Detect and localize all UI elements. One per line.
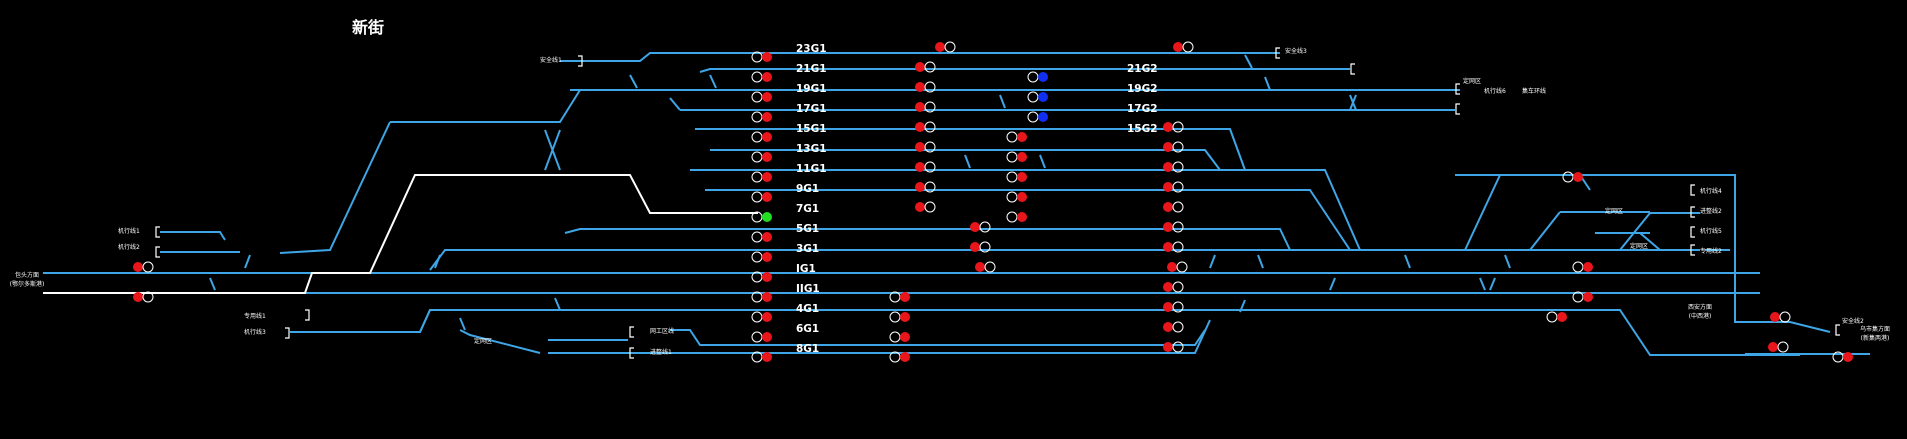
label-diaochexian6: 机行线6 [1484, 88, 1506, 95]
track-13G1[interactable] [710, 149, 1221, 171]
track-label-iig1[interactable]: IIG1 [796, 283, 820, 295]
track-label-13g1[interactable]: 13G1 [796, 143, 827, 155]
label-wuhai-sub: (新集两港) [1860, 335, 1890, 342]
track-label-3g1[interactable]: 3G1 [796, 243, 820, 255]
right-branch-5[interactable] [1529, 211, 1561, 251]
right-far-line[interactable] [1500, 174, 1831, 333]
label-wuhai-direction: 乌市集方面 [1859, 326, 1890, 333]
label-anquanxian1: 安全线1 [540, 57, 562, 64]
label-xian-sub: (中西港) [1688, 313, 1712, 320]
crossover-marks [209, 54, 1511, 331]
track-label-19g2[interactable]: 19G2 [1127, 83, 1158, 95]
track-label-ig1[interactable]: IG1 [796, 263, 816, 275]
label-dingwangqu-top: 定网区 [1463, 78, 1482, 85]
right-branch-6[interactable] [1619, 212, 1700, 251]
label-dingwangqu-r1: 定网区 [1605, 208, 1624, 215]
track-label-15g2[interactable]: 15G2 [1127, 123, 1158, 135]
track-label-6g1[interactable]: 6G1 [796, 323, 820, 335]
buffer-stops [155, 47, 1840, 359]
label-diaochexian1: 机行线1 [118, 228, 140, 235]
label-jiweixian1: 进整线1 [650, 349, 672, 356]
track-6G1[interactable] [300, 309, 431, 333]
track-label-8g1[interactable]: 8G1 [796, 343, 820, 355]
label-dingwangqu-r2: 定网区 [1630, 243, 1649, 250]
track-label-23g1[interactable]: 23G1 [796, 43, 827, 55]
station-title: 新街 [352, 18, 385, 37]
signal-column-left[interactable] [751, 51, 772, 363]
outer-left-upper-2[interactable] [279, 121, 391, 254]
left-stub-1[interactable] [160, 231, 226, 241]
outer-left-upper[interactable] [390, 89, 581, 123]
track-3G1[interactable] [429, 249, 1700, 271]
track-8G1[interactable] [550, 319, 1211, 354]
left-branch-17[interactable] [669, 97, 681, 111]
signal-column-mid[interactable] [889, 41, 996, 363]
track-11G1[interactable] [690, 169, 1361, 251]
track-15G1[interactable] [695, 128, 1246, 171]
label-wanggongqu: 网工区线 [650, 328, 675, 335]
label-diaochexian4: 机行线4 [1700, 188, 1722, 195]
track-label-9g1[interactable]: 9G1 [796, 183, 820, 195]
right-upper-branch[interactable] [1455, 174, 1502, 251]
label-zhuanyongxian1: 专用线1 [244, 313, 266, 320]
track-9G1[interactable] [705, 189, 1351, 251]
label-dingwangqu-left: 定网区 [474, 338, 493, 345]
signal-column-right[interactable] [1163, 41, 1194, 353]
track-layer [43, 52, 1870, 356]
label-xian-direction: 西安方面 [1687, 304, 1712, 311]
label-anquanxian2: 安全线2 [1842, 318, 1864, 325]
track-label-4g1[interactable]: 4G1 [796, 303, 820, 315]
label-diaochexian3: 机行线3 [244, 329, 266, 336]
right-branch-7[interactable] [1639, 232, 1661, 251]
track-4G1[interactable] [290, 309, 1760, 356]
signal-misc[interactable] [133, 171, 1853, 363]
track-8G1-left[interactable] [459, 329, 541, 354]
connector-21G1-left[interactable] [699, 68, 1350, 73]
track-label-21g1[interactable]: 21G1 [796, 63, 827, 75]
locked-route[interactable] [43, 174, 758, 294]
signal-column-mid2[interactable] [1006, 71, 1048, 223]
label-anquanxian3: 安全线3 [1285, 48, 1307, 55]
track-label-5g1[interactable]: 5G1 [796, 223, 820, 235]
track-label-17g2[interactable]: 17G2 [1127, 103, 1158, 115]
track-label-21g2[interactable]: 21G2 [1127, 63, 1158, 75]
connector-23G1-left[interactable] [560, 52, 1280, 62]
track-label-11g1[interactable]: 11G1 [796, 163, 827, 175]
label-baotou-sub: (鄂尔多斯港) [9, 281, 45, 288]
label-jiweixian2: 进整线2 [1700, 208, 1722, 215]
label-zhuanyongxian2: 专用线2 [1700, 248, 1722, 255]
label-diaochexian2: 机行线2 [118, 244, 140, 251]
track-label-7g1[interactable]: 7G1 [796, 203, 820, 215]
track-label-17g1[interactable]: 17G1 [796, 103, 827, 115]
label-jicheshipei: 集车环线 [1522, 88, 1547, 95]
label-diaochexian5: 机行线5 [1700, 228, 1722, 235]
label-baotou-direction: 包头方面 [14, 272, 39, 279]
track-label-19g1[interactable]: 19G1 [796, 83, 827, 95]
track-6G1-b[interactable] [670, 329, 1206, 346]
track-label-15g1[interactable]: 15G1 [796, 123, 827, 135]
track-5G1[interactable] [564, 228, 1291, 251]
signals [133, 41, 1853, 363]
